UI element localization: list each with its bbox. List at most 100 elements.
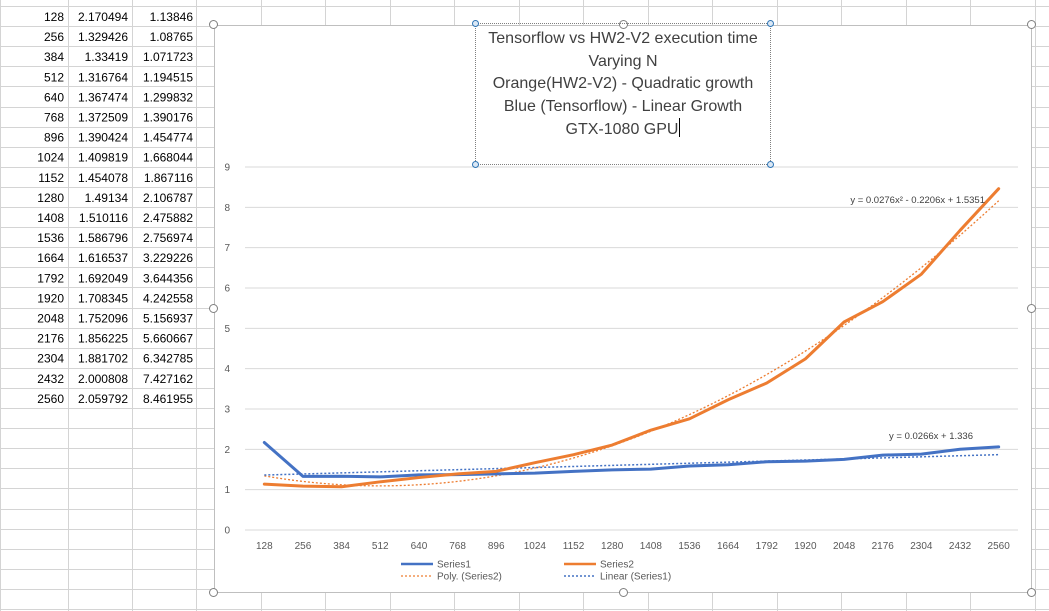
legend-poly-series2-label: Poly. (Series2) xyxy=(437,572,502,583)
data-point xyxy=(301,485,304,488)
data-point xyxy=(843,321,846,324)
x-tick-label: 2304 xyxy=(910,541,933,552)
trendline-equation-linear: y = 0.0266x + 1.336 xyxy=(889,431,973,442)
cell-value: 1.692049 xyxy=(78,271,128,285)
x-tick-label: 1408 xyxy=(640,541,663,552)
cell-value: 896 xyxy=(44,131,64,145)
x-tick-label: 1920 xyxy=(794,541,817,552)
data-point xyxy=(533,472,536,475)
x-tick-label: 256 xyxy=(295,541,312,552)
cell-value: 1536 xyxy=(37,231,64,245)
data-point xyxy=(417,476,420,479)
y-tick-label: 8 xyxy=(224,203,230,214)
cell-value: 1.409819 xyxy=(78,151,128,165)
text-cursor xyxy=(679,118,681,137)
y-tick-label: 1 xyxy=(224,485,230,496)
x-tick-label: 2048 xyxy=(833,541,856,552)
chart-resize-handle[interactable] xyxy=(619,20,628,29)
cell-value: 1792 xyxy=(37,271,64,285)
data-point xyxy=(727,463,730,466)
cell-value: 1.586796 xyxy=(78,231,128,245)
chart-resize-handle[interactable] xyxy=(209,588,218,597)
y-tick-label: 9 xyxy=(224,163,230,174)
chart-title-line: Tensorflow vs HW2-V2 execution time xyxy=(488,30,758,47)
data-point xyxy=(804,460,807,463)
cell-value: 2.756974 xyxy=(143,231,193,245)
data-point xyxy=(765,460,768,463)
y-tick-label: 0 xyxy=(224,526,230,537)
data-point xyxy=(379,475,382,478)
cell-value: 1.390176 xyxy=(143,111,193,125)
chart-title-textbox[interactable]: Tensorflow vs HW2-V2 execution time Vary… xyxy=(475,23,771,165)
cell-value: 2.059792 xyxy=(78,392,128,406)
x-tick-label: 1536 xyxy=(678,541,701,552)
cell-value: 1.071723 xyxy=(143,50,193,64)
y-tick-label: 4 xyxy=(224,364,230,375)
chart-resize-handle[interactable] xyxy=(1027,588,1036,597)
textbox-handle[interactable] xyxy=(472,20,479,27)
cell-value: 1.49134 xyxy=(85,191,129,205)
trendline-equation-poly: y = 0.0276x² - 0.2206x + 1.5351 xyxy=(850,195,985,206)
textbox-handle[interactable] xyxy=(767,20,774,27)
y-tick-label: 6 xyxy=(224,284,230,295)
cell-value: 1.708345 xyxy=(78,291,128,305)
data-point xyxy=(920,273,923,276)
legend-series1-label: Series1 xyxy=(437,560,471,571)
data-point xyxy=(456,472,459,475)
x-tick-label: 1152 xyxy=(563,541,585,552)
x-tick-label: 384 xyxy=(333,541,350,552)
chart-title-line: Blue (Tensorflow) - Linear Growth xyxy=(503,97,743,115)
data-point xyxy=(881,454,884,457)
cell-value: 1.329426 xyxy=(78,30,128,44)
textbox-handle[interactable] xyxy=(472,161,479,168)
data-point xyxy=(572,453,575,456)
x-tick-label: 1024 xyxy=(524,541,547,552)
x-tick-label: 640 xyxy=(411,541,428,552)
data-point xyxy=(959,229,962,232)
cell-value: 1.510116 xyxy=(79,211,128,225)
chart-title-line: Orange(HW2-V2) - Quadratic growth xyxy=(492,75,754,92)
y-tick-label: 2 xyxy=(224,445,230,456)
x-tick-label: 2560 xyxy=(988,541,1011,552)
chart-resize-handle[interactable] xyxy=(1027,20,1036,29)
cell-value: 2.106787 xyxy=(143,191,193,205)
x-tick-label: 2432 xyxy=(949,541,972,552)
y-tick-label: 3 xyxy=(224,405,230,416)
cell-value: 1.454774 xyxy=(143,131,193,145)
chart-resize-handle[interactable] xyxy=(209,304,218,313)
trendline-poly-series2 xyxy=(264,200,1000,487)
data-point xyxy=(688,464,691,467)
cell-value: 1.367474 xyxy=(78,90,128,104)
cell-value: 6.342785 xyxy=(143,352,193,366)
series1-line xyxy=(262,440,1001,479)
cell-value: 512 xyxy=(44,70,64,84)
data-point xyxy=(649,429,652,432)
cell-value: 1.390424 xyxy=(78,131,128,145)
cell-value: 640 xyxy=(44,90,64,104)
chart-resize-handle[interactable] xyxy=(209,20,218,29)
cell-value: 5.156937 xyxy=(143,312,193,326)
cell-value: 1.13846 xyxy=(150,10,194,24)
cell-value: 384 xyxy=(44,50,64,64)
data-point xyxy=(611,444,614,447)
x-tick-label: 1280 xyxy=(601,541,624,552)
cell-value: 5.660667 xyxy=(143,332,193,346)
textbox-handle[interactable] xyxy=(767,161,774,168)
data-point xyxy=(340,485,343,488)
data-point xyxy=(495,470,498,473)
data-point xyxy=(649,468,652,471)
data-point xyxy=(263,441,266,444)
cell-value: 2560 xyxy=(37,392,64,406)
x-tick-label: 896 xyxy=(488,541,505,552)
cell-value: 1.33419 xyxy=(85,50,129,64)
cell-value: 1.08765 xyxy=(150,30,194,44)
x-tick-label: 2176 xyxy=(872,541,895,552)
chart-resize-handle[interactable] xyxy=(619,588,628,597)
chart-area[interactable]: 0 1 2 3 4 5 6 7 8 9 128 256 384 512 640 768 896 1024 1152 1… xyxy=(214,25,1032,593)
data-point xyxy=(881,300,884,303)
cell-value: 1.856225 xyxy=(78,332,128,346)
chart-resize-handle[interactable] xyxy=(1027,304,1036,313)
data-point xyxy=(765,382,768,385)
data-point xyxy=(727,398,730,401)
data-point xyxy=(379,480,382,483)
